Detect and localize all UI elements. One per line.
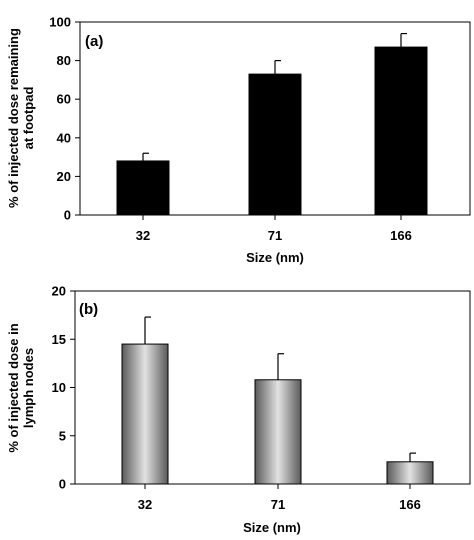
bar-b-166 <box>386 461 434 485</box>
y-tick-label-b-1: 5 <box>59 428 66 443</box>
x-tick-label-b-1: 71 <box>271 497 285 512</box>
y-tick-label-b-3: 15 <box>52 332 66 347</box>
bar-a-71 <box>248 73 302 216</box>
y-axis-title-line-1: % of injected dose in <box>6 323 21 452</box>
bar-b-32 <box>121 343 169 485</box>
y-tick-label-b-4: 20 <box>52 284 66 299</box>
x-tick-label-b-0: 32 <box>138 497 152 512</box>
bar-a-166 <box>374 46 428 216</box>
x-axis-title-a: Size (nm) <box>246 250 304 265</box>
bar-b-71 <box>254 379 302 485</box>
chart-marks-b: 0 5 10 15 20 32 71 166 <box>52 284 434 512</box>
y-tick-label-a-4: 80 <box>57 53 71 68</box>
y-axis-title-line-1: % of injected dose remaining <box>6 28 21 208</box>
panel-label-a: (a) <box>85 33 103 50</box>
y-tick-label-a-0: 0 <box>64 208 71 223</box>
x-axis-title-b: Size (nm) <box>243 520 301 535</box>
chart-panel-a: (a) 0 20 40 60 80 100 32 71 166 Size (nm) % of i… <box>6 15 471 265</box>
y-tick-label-b-0: 0 <box>59 477 66 492</box>
x-tick-label-a-1: 71 <box>268 228 282 243</box>
y-axis-title-b: % of injected dose inlymph nodes <box>6 323 36 452</box>
chart-marks-a: 0 20 40 60 80 100 32 71 166 <box>49 15 428 243</box>
bar-a-32 <box>116 160 170 216</box>
chart-panel-b: (b) 0 5 10 15 20 32 71 166 Size (nm) % of injec… <box>6 284 471 535</box>
x-tick-label-b-2: 166 <box>399 497 421 512</box>
y-axis-title-line-2: lymph nodes <box>21 348 36 428</box>
y-axis-title-line-2: at footpad <box>21 87 36 150</box>
y-tick-label-a-2: 40 <box>57 130 71 145</box>
y-tick-label-a-1: 20 <box>57 169 71 184</box>
y-tick-label-a-5: 100 <box>49 15 71 30</box>
x-tick-label-a-0: 32 <box>136 228 150 243</box>
panel-label-b: (b) <box>79 301 98 318</box>
y-axis-title-a: % of injected dose remainingat footpad <box>6 28 36 208</box>
y-tick-label-b-2: 10 <box>52 380 66 395</box>
x-tick-label-a-2: 166 <box>390 228 412 243</box>
y-tick-label-a-3: 60 <box>57 92 71 107</box>
